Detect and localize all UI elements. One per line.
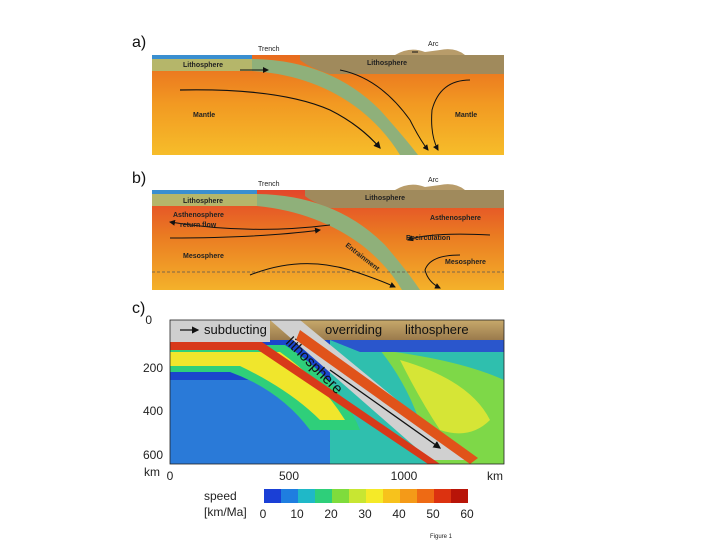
legend-swatch xyxy=(417,489,434,503)
x-tick-500: 500 xyxy=(279,469,299,483)
depth-tick-600: 600 xyxy=(143,448,163,462)
legend-tick: 40 xyxy=(392,507,406,521)
a-arc-label: Arc xyxy=(428,41,439,48)
legend-title-unit: [km/Ma] xyxy=(204,505,247,519)
legend-tick: 30 xyxy=(358,507,372,521)
x-tick-0: 0 xyxy=(167,469,174,483)
legend-swatch xyxy=(400,489,417,503)
depth-tick-400: 400 xyxy=(143,404,163,418)
panel-a-diagram: Trench Arc Lithosphere Lithosphere Mantl… xyxy=(152,41,504,155)
b-mesosphere-right: Mesosphere xyxy=(445,259,486,266)
b-asthenosphere-right: Asthenosphere xyxy=(430,215,481,222)
a-mantle-left: Mantle xyxy=(193,112,215,119)
legend-colorbar xyxy=(264,489,468,503)
legend-swatch xyxy=(264,489,281,503)
legend-tick-labels: 0 10 20 30 40 50 60 xyxy=(260,507,474,521)
speed-legend: speed [km/Ma] 0 10 20 30 40 50 60 xyxy=(204,489,474,521)
depth-unit: km xyxy=(144,465,160,479)
panel-b-diagram: Trench Arc Lithosphere Lithosphere Asthe… xyxy=(152,177,504,290)
a-mantle-right: Mantle xyxy=(455,112,477,119)
panel-c-label: c) xyxy=(132,300,146,317)
c-depth-axis: 0 200 400 600 km xyxy=(143,313,163,479)
b-asthenosphere-left-1: Asthenosphere xyxy=(173,212,224,219)
b-lithosphere-right: Lithosphere xyxy=(365,195,405,202)
legend-swatch xyxy=(298,489,315,503)
panel-c-model: subducting overriding lithosphere lithos… xyxy=(169,319,505,465)
legend-swatch xyxy=(383,489,400,503)
b-recirculation: Recirculation xyxy=(406,235,450,242)
c-lithosphere-top-label: lithosphere xyxy=(405,322,469,337)
c-subducting-label: subducting xyxy=(204,322,267,337)
figure-caption: Figure 1 xyxy=(430,534,453,540)
x-tick-1000: 1000 xyxy=(391,469,418,483)
legend-tick: 60 xyxy=(460,507,474,521)
depth-tick-200: 200 xyxy=(143,361,163,375)
b-arc-label: Arc xyxy=(428,177,439,184)
c-overriding-label: overriding xyxy=(325,322,382,337)
a-trench-label: Trench xyxy=(258,46,280,53)
c-x-axis: 0 500 1000 km xyxy=(167,469,503,483)
b-asthenosphere-left-2: return flow xyxy=(180,222,217,229)
depth-tick-0: 0 xyxy=(145,313,152,327)
a-lithosphere-left: Lithosphere xyxy=(183,62,223,69)
panel-b-label: b) xyxy=(132,170,147,187)
legend-swatch xyxy=(451,489,468,503)
legend-swatch xyxy=(366,489,383,503)
legend-title-speed: speed xyxy=(204,489,237,503)
b-trench-label: Trench xyxy=(258,181,280,188)
legend-swatch xyxy=(434,489,451,503)
x-unit: km xyxy=(487,469,503,483)
b-lithosphere-left: Lithosphere xyxy=(183,198,223,205)
legend-tick: 0 xyxy=(260,507,267,521)
legend-tick: 10 xyxy=(290,507,304,521)
panel-a-label: a) xyxy=(132,34,147,51)
legend-swatch xyxy=(332,489,349,503)
legend-tick: 20 xyxy=(324,507,338,521)
legend-tick: 50 xyxy=(426,507,440,521)
legend-swatch xyxy=(281,489,298,503)
legend-swatch xyxy=(349,489,366,503)
b-mesosphere-left: Mesosphere xyxy=(183,253,224,260)
a-lithosphere-right: Lithosphere xyxy=(367,60,407,67)
legend-swatch xyxy=(315,489,332,503)
